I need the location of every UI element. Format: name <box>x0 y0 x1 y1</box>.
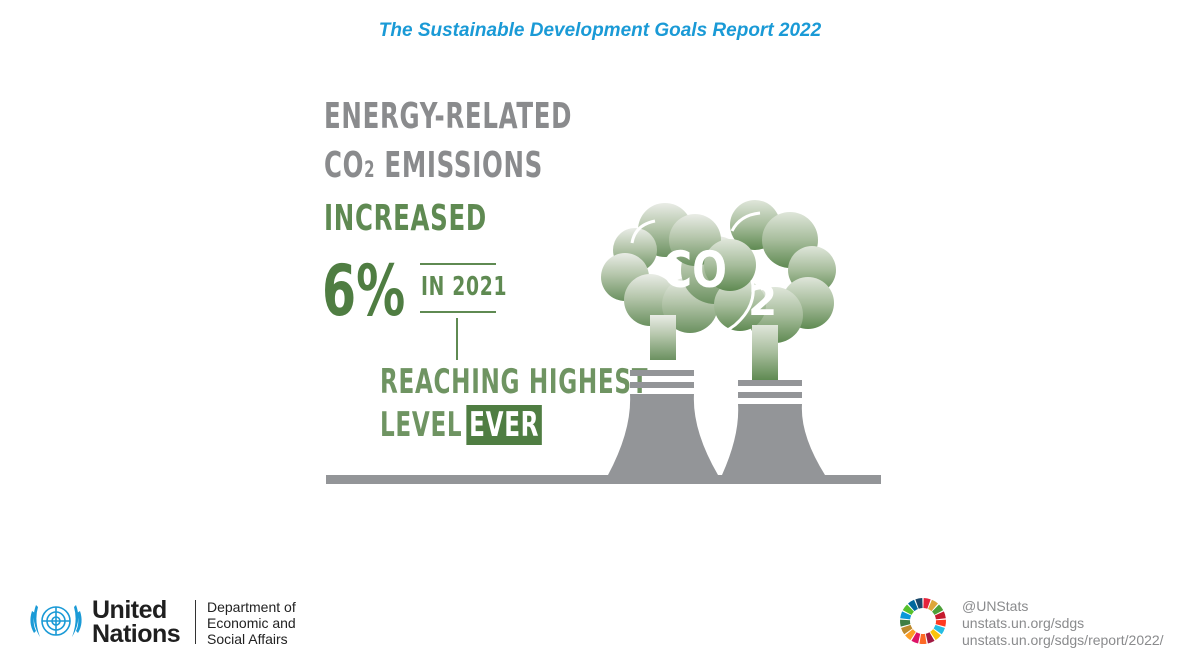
headline-increased: INCREASED <box>324 198 487 239</box>
headline-line-1: ENERGY-RELATED <box>324 96 573 137</box>
desa-line-2: Economic and <box>207 615 296 631</box>
desa-label: Department of Economic and Social Affair… <box>207 599 296 647</box>
sdg-wheel-segment <box>935 619 946 627</box>
percent-value: 6% <box>322 250 406 332</box>
co-text: CO <box>324 145 365 186</box>
sdg-wheel-segment <box>919 633 927 644</box>
reaching-highest-text: REACHING HIGHEST <box>380 362 649 402</box>
level-ever-text: LEVEL EVER <box>380 405 542 445</box>
un-wordmark: United Nations <box>92 596 181 648</box>
desa-line-1: Department of <box>207 599 296 615</box>
sdgs-url-link[interactable]: unstats.un.org/sdgs <box>962 615 1085 631</box>
emissions-text: EMISSIONS <box>375 145 543 186</box>
right-cooling-tower <box>722 380 825 475</box>
sdg-wheel-segment <box>928 599 938 612</box>
report-url-link[interactable]: unstats.un.org/sdgs/report/2022/ <box>962 632 1164 648</box>
twitter-handle-link[interactable]: @UNStats <box>962 598 1029 614</box>
un-emblem-icon <box>30 605 82 637</box>
co2-subscript: 2 <box>364 158 376 183</box>
left-cooling-tower <box>608 370 718 475</box>
co2-cloud-subscript: 2 <box>748 276 777 325</box>
ever-highlight: EVER <box>466 405 542 445</box>
sdg-wheel-segment <box>902 604 914 615</box>
power-plant-illustration: CO 2 <box>326 200 881 484</box>
co2-cloud-label: CO <box>662 241 727 299</box>
ground-line <box>326 475 881 484</box>
sdg-wheel-icon <box>900 598 946 644</box>
sdg-wheel-segment <box>923 598 931 609</box>
sdg-wheel-segment <box>933 624 945 635</box>
sdg-wheel-segment <box>908 599 918 612</box>
un-word-nations: Nations <box>92 620 181 648</box>
desa-line-3: Social Affairs <box>207 631 288 647</box>
footer-links: @UNStats unstats.un.org/sdgs unstats.un.… <box>962 598 1164 649</box>
sdg-wheel-segment <box>900 619 911 627</box>
year-label: IN 2021 <box>421 272 508 302</box>
sdg-wheel-segment <box>925 632 935 644</box>
footer-divider <box>195 600 196 644</box>
sdg-wheel-segment <box>930 629 941 641</box>
cloud-highlight-left <box>630 219 656 244</box>
report-title: The Sustainable Development Goals Report… <box>378 20 822 41</box>
cloud-highlight-right <box>730 211 761 232</box>
sdg-wheel-segment <box>905 629 916 641</box>
headline-line-2: CO2 EMISSIONS <box>324 145 543 186</box>
connector-line <box>456 318 458 360</box>
cloud-divider-arc <box>711 279 755 337</box>
sdg-wheel-segment <box>934 611 946 620</box>
sdg-wheel-segment <box>932 604 944 615</box>
sdg-wheel-segment <box>911 632 921 644</box>
sdg-wheel-segment <box>901 624 913 635</box>
year-frame <box>420 263 496 313</box>
un-word-united: United <box>92 596 167 624</box>
sdg-wheel-segment <box>900 611 912 620</box>
sdg-wheel-segment <box>915 598 923 609</box>
level-word: LEVEL <box>380 405 463 445</box>
